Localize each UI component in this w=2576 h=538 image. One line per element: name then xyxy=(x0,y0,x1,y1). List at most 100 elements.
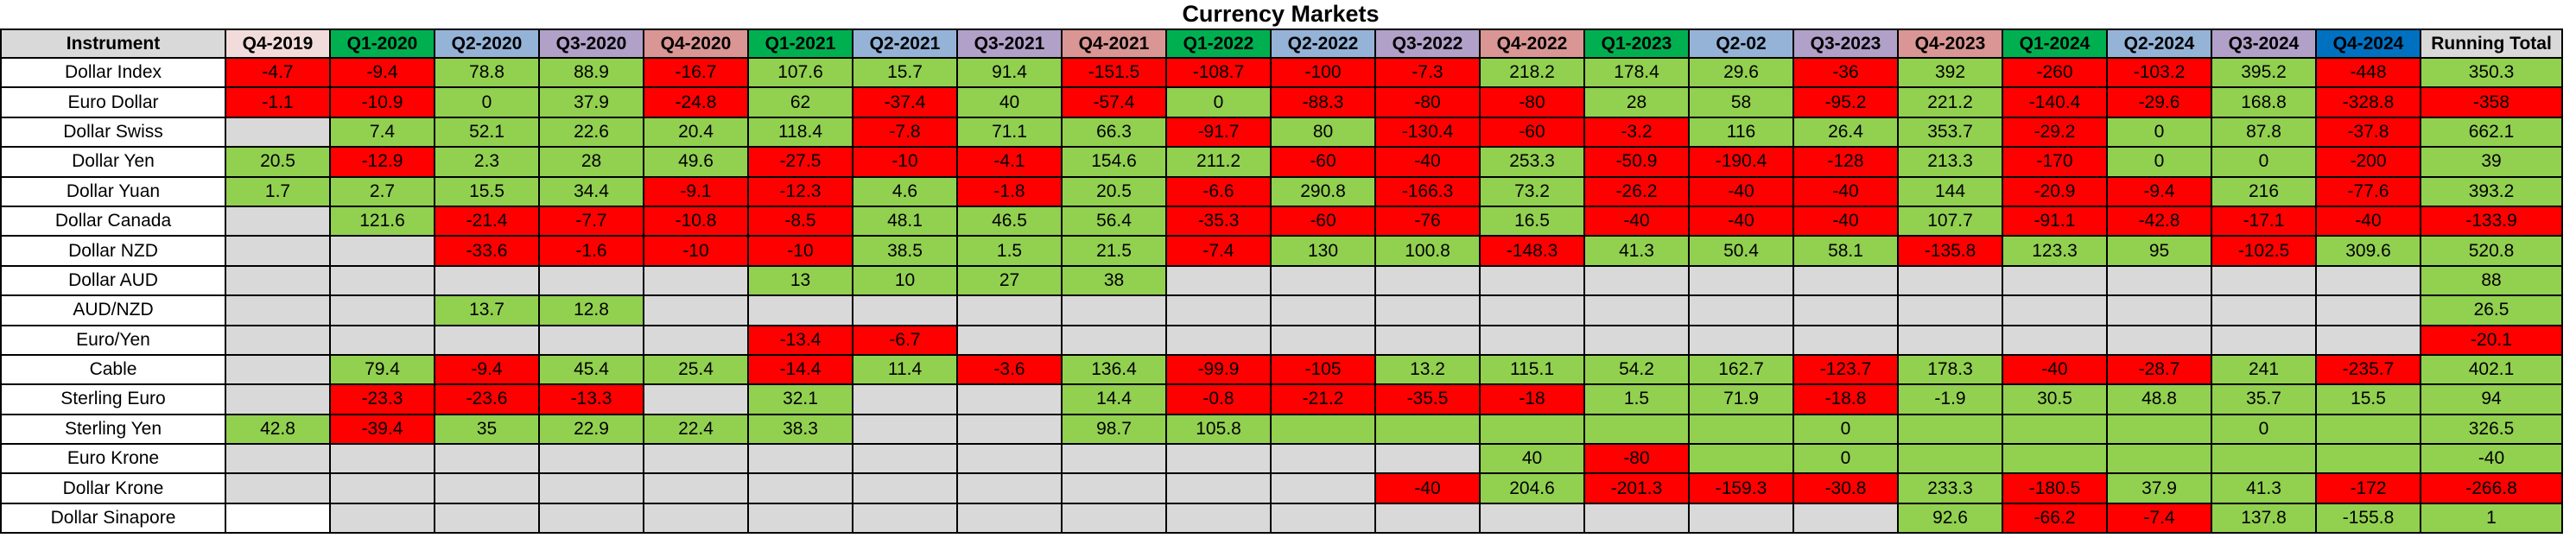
cell-sterling-euro-q4-2019[interactable] xyxy=(225,383,331,415)
cell-dollar-canada-q1-2023[interactable]: -40 xyxy=(1583,205,1690,237)
column-header-q3-2023[interactable]: Q3-2023 xyxy=(1792,28,1899,59)
cell-euro-krone-q1-2021[interactable] xyxy=(747,443,853,475)
cell-dollar-index-running-total[interactable]: 350.3 xyxy=(2420,56,2563,89)
cell-euro-yen-q4-2024[interactable] xyxy=(2315,324,2421,356)
cell-dollar-krone-q3-2021[interactable] xyxy=(956,472,1063,504)
cell-euro-krone-running-total[interactable]: -40 xyxy=(2420,443,2563,475)
cell-dollar-yuan-q2-2024[interactable]: -9.4 xyxy=(2106,175,2212,207)
cell-dollar-krone-q4-2021[interactable] xyxy=(1061,472,1167,504)
cell-euro-krone-q3-2021[interactable] xyxy=(956,443,1063,475)
cell-dollar-krone-q1-2024[interactable]: -180.5 xyxy=(2002,472,2108,504)
cell-euro-krone-q3-2022[interactable] xyxy=(1374,443,1481,475)
cell-dollar-swiss-q4-2021[interactable]: 66.3 xyxy=(1061,116,1167,149)
cell-euro-yen-q2-2021[interactable]: -6.7 xyxy=(852,324,958,356)
cell-dollar-nzd-q3-2022[interactable]: 100.8 xyxy=(1374,235,1481,267)
cell-euro-yen-q3-2020[interactable] xyxy=(538,324,644,356)
cell-dollar-swiss-q3-2022[interactable]: -130.4 xyxy=(1374,116,1481,149)
column-header-q2-2024[interactable]: Q2-2024 xyxy=(2106,28,2212,59)
cell-sterling-euro-q3-2022[interactable]: -35.5 xyxy=(1374,383,1481,415)
cell-sterling-euro-q3-2024[interactable]: 35.7 xyxy=(2211,383,2317,415)
cell-dollar-krone-q4-2022[interactable]: 204.6 xyxy=(1479,472,1585,504)
cell-dollar-index-q3-2022[interactable]: -7.3 xyxy=(1374,56,1481,89)
cell-dollar-swiss-q3-2023[interactable]: 26.4 xyxy=(1792,116,1899,149)
cell-sterling-euro-q1-2022[interactable]: -0.8 xyxy=(1165,383,1272,415)
cell-dollar-aud-q1-2022[interactable] xyxy=(1165,264,1272,297)
cell-dollar-canada-q3-2022[interactable]: -76 xyxy=(1374,205,1481,237)
cell-dollar-swiss-q1-2022[interactable]: -91.7 xyxy=(1165,116,1272,149)
cell-dollar-canada-q2-2020[interactable]: -21.4 xyxy=(434,205,540,237)
column-header-q3-2022[interactable]: Q3-2022 xyxy=(1374,28,1481,59)
cell-dollar-canada-q3-2021[interactable]: 46.5 xyxy=(956,205,1063,237)
cell-dollar-yen-running-total[interactable]: 39 xyxy=(2420,146,2563,178)
cell-dollar-sinapore-q3-2020[interactable] xyxy=(538,502,644,535)
cell-dollar-swiss-q2-2024[interactable]: 0 xyxy=(2106,116,2212,149)
cell-cable-q1-2020[interactable]: 79.4 xyxy=(329,353,435,386)
instrument-cell-dollar-aud[interactable]: Dollar AUD xyxy=(0,264,226,297)
cell-dollar-yen-q1-2023[interactable]: -50.9 xyxy=(1583,146,1690,178)
cell-dollar-index-q1-2021[interactable]: 107.6 xyxy=(747,56,853,89)
cell-dollar-yen-q1-2021[interactable]: -27.5 xyxy=(747,146,853,178)
cell-aud-nzd-q2-2021[interactable] xyxy=(852,294,958,326)
cell-sterling-yen-q1-2023[interactable] xyxy=(1583,413,1690,446)
cell-dollar-nzd-q1-2022[interactable]: -7.4 xyxy=(1165,235,1272,267)
cell-dollar-aud-q4-2020[interactable] xyxy=(643,264,749,297)
cell-dollar-nzd-q4-2022[interactable]: -148.3 xyxy=(1479,235,1585,267)
cell-dollar-yuan-q1-2020[interactable]: 2.7 xyxy=(329,175,435,207)
cell-dollar-aud-q2-2020[interactable] xyxy=(434,264,540,297)
cell-dollar-yuan-q3-2024[interactable]: 216 xyxy=(2211,175,2317,207)
column-header-q1-2023[interactable]: Q1-2023 xyxy=(1583,28,1690,59)
cell-cable-q1-2024[interactable]: -40 xyxy=(2002,353,2108,386)
instrument-cell-dollar-canada[interactable]: Dollar Canada xyxy=(0,205,226,237)
cell-dollar-yen-q1-2024[interactable]: -170 xyxy=(2002,146,2108,178)
cell-dollar-canada-q2-2021[interactable]: 48.1 xyxy=(852,205,958,237)
cell-dollar-canada-q4-2019[interactable] xyxy=(225,205,331,237)
cell-euro-yen-q1-2024[interactable] xyxy=(2002,324,2108,356)
cell-cable-running-total[interactable]: 402.1 xyxy=(2420,353,2563,386)
instrument-cell-dollar-sinapore[interactable]: Dollar Sinapore xyxy=(0,502,226,535)
cell-aud-nzd-q4-2019[interactable] xyxy=(225,294,331,326)
cell-dollar-nzd-q3-2021[interactable]: 1.5 xyxy=(956,235,1063,267)
cell-dollar-krone-q3-2023[interactable]: -30.8 xyxy=(1792,472,1899,504)
cell-aud-nzd-q3-2022[interactable] xyxy=(1374,294,1481,326)
cell-dollar-krone-q4-2023[interactable]: 233.3 xyxy=(1897,472,2003,504)
cell-aud-nzd-q4-2022[interactable] xyxy=(1479,294,1585,326)
cell-euro-dollar-running-total[interactable]: -358 xyxy=(2420,86,2563,118)
instrument-cell-dollar-krone[interactable]: Dollar Krone xyxy=(0,472,226,504)
cell-sterling-euro-q3-2023[interactable]: -18.8 xyxy=(1792,383,1899,415)
cell-dollar-canada-q2-2022[interactable]: -60 xyxy=(1270,205,1376,237)
cell-sterling-yen-q3-2023[interactable]: 0 xyxy=(1792,413,1899,446)
cell-sterling-euro-q4-2020[interactable] xyxy=(643,383,749,415)
cell-dollar-swiss-q1-2020[interactable]: 7.4 xyxy=(329,116,435,149)
cell-dollar-yuan-q4-2023[interactable]: 144 xyxy=(1897,175,2003,207)
cell-euro-yen-q2-2020[interactable] xyxy=(434,324,540,356)
cell-aud-nzd-q4-2020[interactable] xyxy=(643,294,749,326)
cell-dollar-sinapore-q4-2024[interactable]: -155.8 xyxy=(2315,502,2421,535)
cell-dollar-yuan-q4-2020[interactable]: -9.1 xyxy=(643,175,749,207)
cell-dollar-sinapore-q3-2024[interactable]: 137.8 xyxy=(2211,502,2317,535)
cell-dollar-yuan-q1-2022[interactable]: -6.6 xyxy=(1165,175,1272,207)
cell-euro-dollar-q3-2023[interactable]: -95.2 xyxy=(1792,86,1899,118)
cell-dollar-yen-q4-2021[interactable]: 154.6 xyxy=(1061,146,1167,178)
cell-euro-yen-q4-2022[interactable] xyxy=(1479,324,1585,356)
cell-euro-dollar-q1-2023[interactable]: 28 xyxy=(1583,86,1690,118)
column-header-q2-02[interactable]: Q2-02 xyxy=(1688,28,1794,59)
cell-sterling-euro-q3-2021[interactable] xyxy=(956,383,1063,415)
cell-cable-q3-2022[interactable]: 13.2 xyxy=(1374,353,1481,386)
cell-dollar-sinapore-q4-2019[interactable] xyxy=(225,502,331,535)
cell-dollar-index-q4-2022[interactable]: 218.2 xyxy=(1479,56,1585,89)
cell-dollar-nzd-q3-2024[interactable]: -102.5 xyxy=(2211,235,2317,267)
cell-euro-krone-q2-2021[interactable] xyxy=(852,443,958,475)
cell-dollar-yuan-q1-2024[interactable]: -20.9 xyxy=(2002,175,2108,207)
cell-dollar-krone-q4-2024[interactable]: -172 xyxy=(2315,472,2421,504)
cell-dollar-yen-q3-2021[interactable]: -4.1 xyxy=(956,146,1063,178)
cell-dollar-aud-q4-2019[interactable] xyxy=(225,264,331,297)
cell-dollar-swiss-q1-2023[interactable]: -3.2 xyxy=(1583,116,1690,149)
cell-dollar-aud-q3-2022[interactable] xyxy=(1374,264,1481,297)
cell-euro-krone-q2-2024[interactable] xyxy=(2106,443,2212,475)
cell-dollar-yuan-q4-2022[interactable]: 73.2 xyxy=(1479,175,1585,207)
cell-dollar-yuan-q3-2021[interactable]: -1.8 xyxy=(956,175,1063,207)
instrument-cell-dollar-swiss[interactable]: Dollar Swiss xyxy=(0,116,226,149)
column-header-q2-2021[interactable]: Q2-2021 xyxy=(852,28,958,59)
cell-dollar-index-q2-2024[interactable]: -103.2 xyxy=(2106,56,2212,89)
cell-dollar-index-q2-2021[interactable]: 15.7 xyxy=(852,56,958,89)
